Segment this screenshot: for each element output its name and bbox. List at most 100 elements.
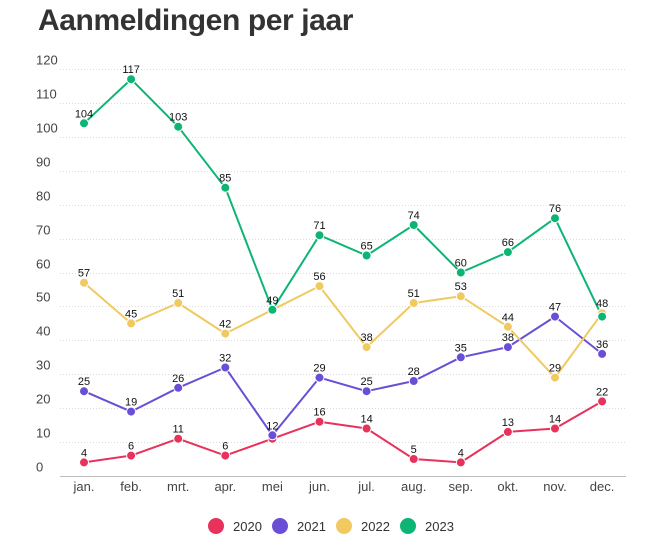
data-point [126, 450, 137, 461]
data-point [408, 454, 419, 464]
data-label: 12 [266, 420, 278, 432]
data-label: 4 [81, 447, 87, 459]
data-label: 51 [408, 288, 420, 300]
y-tick-label: 60 [36, 257, 50, 272]
data-point [361, 386, 372, 397]
data-point [408, 298, 419, 308]
data-point [550, 423, 560, 434]
y-tick-label: 30 [36, 358, 50, 373]
data-point [220, 182, 231, 193]
data-label: 29 [549, 363, 561, 375]
x-tick-label: mei [262, 479, 283, 494]
data-point [361, 423, 372, 434]
data-point [502, 247, 513, 258]
x-tick-label: jan. [73, 479, 95, 494]
data-label: 104 [75, 108, 93, 120]
data-point [314, 416, 325, 427]
data-label: 38 [360, 332, 372, 344]
data-point [79, 386, 89, 397]
data-point [502, 321, 513, 332]
data-point [550, 311, 560, 322]
data-point [361, 342, 372, 353]
data-point [173, 298, 184, 308]
data-label: 19 [125, 397, 137, 409]
data-point [455, 291, 466, 302]
data-point [361, 250, 372, 261]
data-point [314, 281, 325, 292]
y-tick-label: 100 [36, 121, 58, 136]
data-label: 25 [78, 376, 90, 388]
series-line-2021 [83, 315, 604, 437]
data-label: 60 [455, 258, 467, 270]
legend-marker-2022 [336, 518, 352, 534]
data-label: 35 [455, 342, 467, 354]
data-label: 29 [313, 363, 325, 375]
data-point [220, 328, 231, 339]
data-point [173, 433, 184, 444]
data-label: 117 [122, 64, 140, 76]
data-point [455, 267, 466, 278]
legend-label: 2023 [425, 519, 454, 534]
x-tick-label: jul. [357, 479, 375, 494]
data-label: 28 [408, 366, 420, 378]
data-point [597, 396, 608, 407]
data-point [550, 213, 560, 224]
series-line-2022 [83, 281, 604, 379]
x-tick-label: jun. [308, 479, 330, 494]
data-label: 42 [219, 319, 231, 331]
series-line-2023 [83, 78, 604, 318]
data-point [502, 342, 513, 353]
x-tick-label: aug. [401, 479, 426, 494]
data-point [408, 376, 419, 386]
data-point [126, 318, 137, 329]
y-tick-label: 0 [36, 460, 43, 475]
data-point [173, 121, 184, 132]
y-tick-label: 10 [36, 426, 50, 441]
data-label: 16 [313, 407, 325, 419]
data-point [220, 450, 231, 461]
y-tick-label: 40 [36, 324, 50, 339]
y-tick-label: 110 [36, 87, 57, 102]
data-label: 6 [128, 441, 134, 453]
legend-marker-2023 [400, 518, 416, 534]
data-point [597, 348, 608, 359]
data-label: 6 [222, 441, 228, 453]
data-point [550, 372, 560, 383]
data-label: 53 [455, 281, 467, 293]
data-label: 49 [266, 295, 278, 307]
data-point [126, 74, 137, 85]
data-label: 11 [172, 424, 183, 436]
data-point [126, 406, 137, 417]
x-tick-label: nov. [543, 479, 567, 494]
data-label: 51 [172, 288, 184, 300]
legend-label: 2021 [297, 519, 326, 534]
data-label: 66 [502, 237, 514, 249]
data-label: 14 [360, 414, 372, 426]
data-point [79, 277, 89, 288]
data-point [314, 372, 325, 383]
data-point [267, 430, 278, 441]
data-label: 14 [549, 414, 561, 426]
data-label: 22 [596, 386, 608, 398]
legend-label: 2020 [233, 519, 262, 534]
data-point [79, 457, 89, 468]
data-label: 44 [502, 312, 514, 324]
x-tick-label: okt. [497, 479, 518, 494]
data-label: 38 [502, 332, 514, 344]
data-label: 74 [408, 210, 420, 222]
data-label: 26 [172, 373, 184, 385]
data-point [502, 426, 513, 437]
y-tick-label: 50 [36, 290, 50, 305]
data-label: 5 [411, 444, 417, 456]
data-label: 36 [596, 339, 608, 351]
series-line-2020 [83, 400, 604, 464]
data-point [267, 304, 278, 315]
legend-label: 2022 [361, 519, 390, 534]
x-tick-label: feb. [120, 479, 142, 494]
chart-title: Aanmeldingen per jaar [38, 4, 354, 37]
data-label: 56 [313, 271, 325, 283]
x-tick-label: sep. [449, 479, 474, 494]
data-label: 25 [360, 376, 372, 388]
data-label: 71 [313, 220, 325, 232]
